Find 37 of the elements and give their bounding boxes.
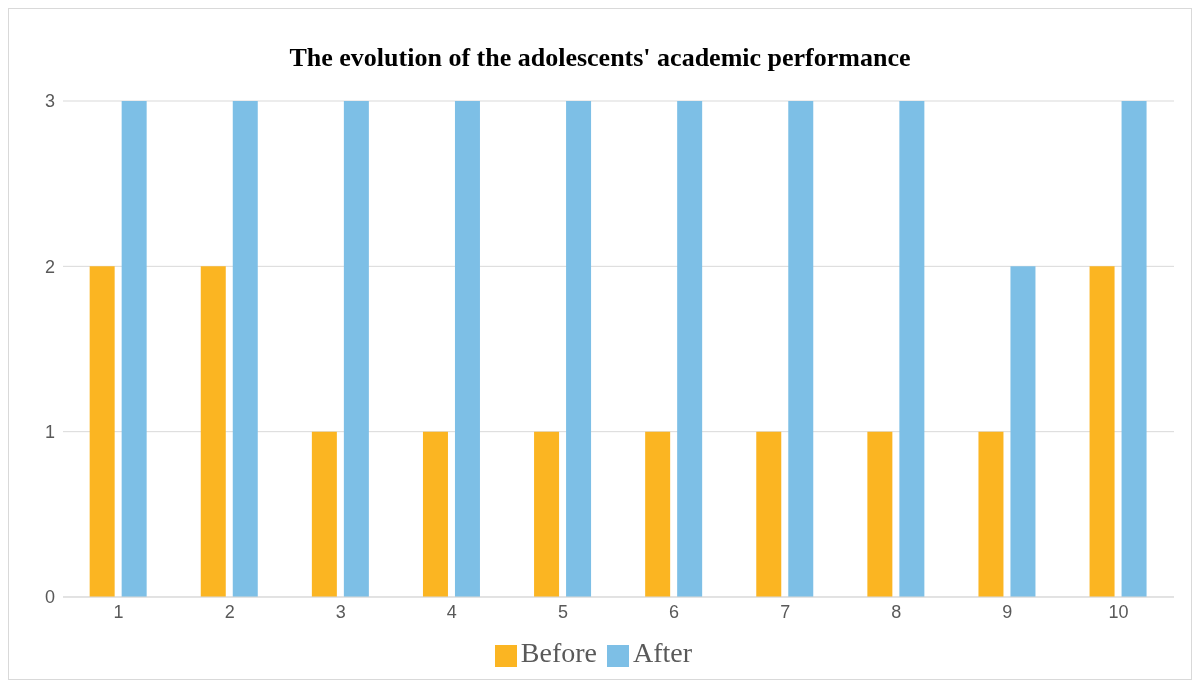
- x-tick-label: 10: [1108, 601, 1129, 622]
- legend-label: After: [633, 637, 693, 668]
- x-tick-label: 3: [335, 601, 346, 622]
- bar: [645, 431, 671, 597]
- bar: [899, 101, 925, 597]
- bar: [788, 101, 814, 597]
- bar: [534, 431, 560, 597]
- x-tick-label: 8: [891, 601, 902, 622]
- bar: [1089, 266, 1115, 597]
- bar: [1121, 101, 1147, 597]
- x-tick-label: 4: [446, 601, 457, 622]
- bar: [89, 266, 115, 597]
- bar: [200, 266, 226, 597]
- chart-title: The evolution of the adolescents' academic performance: [288, 43, 912, 73]
- bar: [121, 101, 147, 597]
- x-tick-label: 7: [780, 601, 791, 622]
- bar: [422, 431, 448, 597]
- x-tick-label: 9: [1002, 601, 1013, 622]
- bar: [311, 431, 337, 597]
- y-tick-label: 3: [44, 91, 55, 112]
- bar: [677, 101, 703, 597]
- x-tick-label: 6: [669, 601, 680, 622]
- bar: [566, 101, 592, 597]
- bar: [454, 101, 480, 597]
- y-tick-label: 1: [44, 422, 55, 443]
- x-tick-label: 1: [113, 601, 124, 622]
- y-tick-label: 0: [44, 587, 55, 608]
- x-tick-label: 2: [224, 601, 235, 622]
- bar: [867, 431, 893, 597]
- y-tick-label: 2: [44, 256, 55, 277]
- bar: [978, 431, 1004, 597]
- legend-label: Before: [520, 637, 598, 668]
- x-tick-label: 5: [557, 601, 568, 622]
- bar: [232, 101, 258, 597]
- bar: [343, 101, 369, 597]
- bar: [1010, 266, 1036, 597]
- bar: [756, 431, 782, 597]
